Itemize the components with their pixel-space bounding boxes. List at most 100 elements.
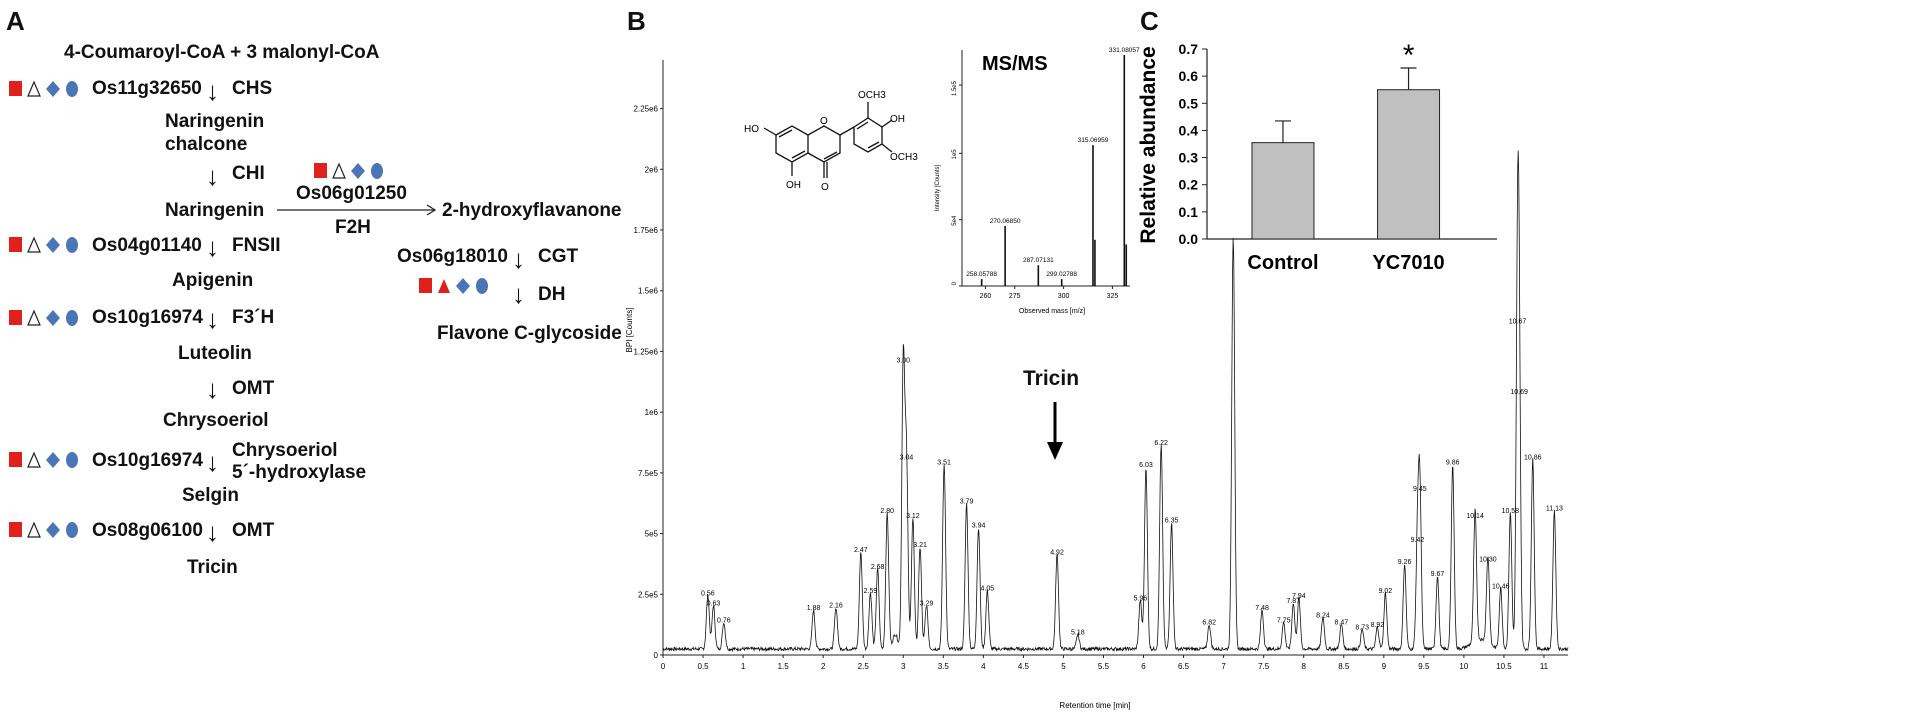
chromatogram-peak-labels: 0.56 0.63 0.76 1.88 2.16 2.47 2.59 2.68 2.80 3.00…	[701, 319, 1563, 637]
peak-label: 6.35	[1165, 518, 1179, 525]
msms-x-tick-label: 275	[1009, 293, 1021, 300]
down-arrow-icon: ↓	[206, 76, 219, 106]
y-tick-label: 5e5	[645, 530, 659, 539]
peak-label: 2.80	[880, 508, 894, 515]
peak-label: 11.13	[1546, 506, 1563, 513]
marker-set	[9, 521, 78, 538]
blue-circle-marker	[371, 163, 383, 179]
x-tick-label: 9	[1382, 662, 1387, 671]
red-square-marker	[9, 310, 22, 325]
x-tick-label: 10.5	[1496, 662, 1512, 671]
blue-circle-marker	[66, 522, 78, 538]
red-square-marker	[419, 278, 432, 293]
gene-label: Os06g18010	[397, 246, 508, 267]
blue-circle-marker	[66, 310, 78, 326]
msms-y-tick-label: 0	[952, 281, 958, 285]
peak-label: 1.88	[807, 605, 821, 612]
panel-letter-a: A	[6, 6, 25, 36]
x-tick-label: 8	[1301, 662, 1306, 671]
x-tick-label: 5.5	[1098, 662, 1110, 671]
blue-diamond-marker	[46, 81, 60, 97]
y-tick-label: 1.75e6	[634, 226, 659, 235]
bar-y-tick-label: 0.5	[1179, 95, 1199, 111]
marker-set	[9, 80, 78, 97]
x-tick-label: 0.5	[697, 662, 709, 671]
bar-y-tick-label: 0.7	[1179, 41, 1199, 57]
structure-oh-left: HO	[744, 124, 759, 135]
expression-markers	[313, 161, 385, 186]
x-tick-label: 1.5	[778, 662, 790, 671]
down-arrow-icon: ↓	[512, 279, 525, 309]
product-label: Apigenin	[172, 270, 254, 291]
x-tick-label: 0	[661, 662, 666, 671]
red-square-marker	[9, 81, 22, 96]
down-arrow-icon: ↓	[206, 517, 219, 547]
peak-label: 6.22	[1154, 440, 1168, 447]
marker-set	[314, 162, 383, 179]
enzyme-label: FNSII	[232, 235, 281, 256]
chromatogram-x-label: Retention time [min]	[1059, 701, 1130, 710]
peak-label: 3.12	[906, 513, 920, 520]
structure-oh-mid: OH	[890, 114, 905, 125]
peak-label: 3.04	[900, 455, 914, 462]
down-arrow-icon: ↓	[206, 304, 219, 334]
expression-markers	[8, 520, 80, 545]
msms-peak-label: 270.06850	[990, 218, 1021, 225]
peak-label: 10.58	[1502, 508, 1520, 515]
bar-y-tick-label: 0.6	[1179, 68, 1199, 84]
marker-set	[9, 236, 78, 253]
peak-label: 3.21	[913, 542, 927, 549]
x-tick-label: 4	[981, 662, 986, 671]
enzyme-label: OMT	[232, 378, 275, 399]
peak-label: 2.68	[871, 564, 885, 571]
y-tick-label: 0	[654, 651, 659, 660]
x-tick-label: 2.5	[858, 662, 870, 671]
msms-x-tick-label: 260	[980, 293, 992, 300]
chromatogram-axes: 0 2.5e5 5e5 7.5e5 1e6 1.25e6 1.5e6 1.75e6 2e6 2.2…	[634, 60, 1568, 671]
peak-label: 0.56	[701, 591, 715, 598]
peak-label: 9.02	[1379, 588, 1393, 595]
bar-control	[1251, 142, 1315, 240]
x-tick-label: 7.5	[1258, 662, 1270, 671]
bar-chart: 0.00.10.20.30.40.50.60.7 Control YC7010* …	[1137, 39, 1497, 274]
peak-label: 10.14	[1466, 513, 1484, 520]
blue-diamond-marker	[351, 163, 365, 179]
blue-diamond-marker	[46, 522, 60, 538]
msms-inset-chart: MS/MS 1.5e5 1e5 5e4 0 260 275 300 325 258.05788…	[930, 38, 1140, 320]
chromatogram-line	[662, 150, 1569, 653]
pathway-start: 4-Coumaroyl-CoA + 3 malonyl-CoA	[64, 42, 380, 63]
peak-label: 10.69	[1510, 389, 1528, 396]
peak-label: 8.73	[1355, 625, 1369, 632]
product-label: Tricin	[187, 557, 238, 578]
peak-label: 4.92	[1050, 549, 1064, 556]
structure-keto-o: O	[821, 182, 829, 193]
gene-label: Os11g32650	[92, 78, 202, 99]
bar-chart-axes: 0.0 0.1 0.2 0.3 0.4 0.5 0.6 0.7	[1179, 41, 1497, 247]
structure-oh-bottom: OH	[786, 180, 801, 191]
significance-star: *	[1403, 39, 1415, 72]
x-tick-label: 10	[1459, 662, 1468, 671]
x-tick-label: 5	[1061, 662, 1066, 671]
bar-y-tick-label: 0.3	[1179, 150, 1199, 166]
gene-label: Os10g16974	[92, 450, 203, 471]
product-label: Naringenin	[165, 200, 265, 221]
bar-yc7010	[1377, 89, 1441, 240]
peak-label: 7.94	[1292, 593, 1306, 600]
msms-peak-label: 315.06959	[1078, 137, 1109, 144]
enzyme-label: CHI	[232, 163, 265, 184]
red-square-marker	[9, 522, 22, 537]
bar-y-tick-label: 0.1	[1179, 204, 1199, 220]
peak-label: 9.86	[1446, 459, 1460, 466]
down-arrow-icon: ↓	[512, 244, 525, 274]
peak-label: 10.46	[1492, 583, 1510, 590]
structure-ring-o: O	[820, 116, 828, 127]
structure-och3-top: OCH3	[858, 90, 886, 101]
msms-peaks: 258.05788 270.06850 287.07131 299.02788 315.…	[966, 47, 1140, 286]
y-tick-label: 1.25e6	[634, 347, 659, 356]
bar-chart-bars: Control YC7010 *	[1247, 39, 1444, 274]
x-tick-label: 3.5	[938, 662, 950, 671]
marker-set	[9, 309, 78, 326]
msms-y-tick-label: 1.5e5	[952, 80, 958, 96]
y-tick-label: 2e6	[645, 165, 659, 174]
product-label: Chrysoeriol	[163, 410, 269, 431]
